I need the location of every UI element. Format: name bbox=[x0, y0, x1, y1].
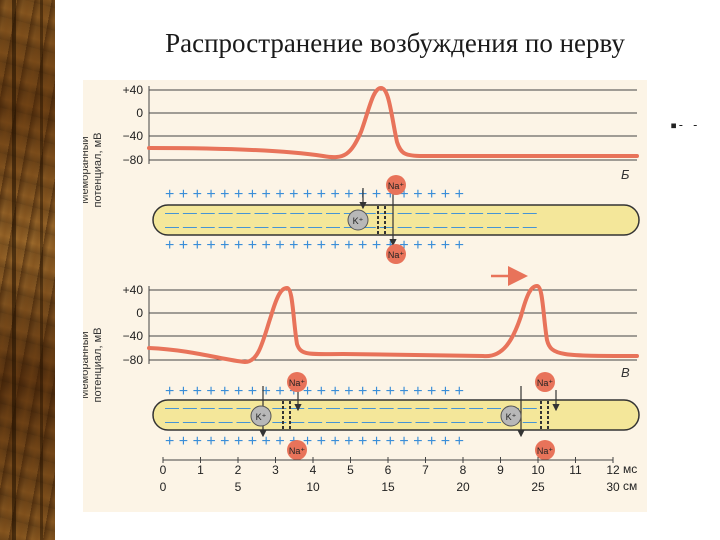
time-tick-label: 11 bbox=[569, 463, 582, 477]
distance-unit: см bbox=[623, 479, 637, 493]
time-tick-label: 5 bbox=[347, 463, 354, 477]
action-potential-trace bbox=[147, 85, 639, 160]
time-tick-label: 4 bbox=[310, 463, 317, 477]
plus-charges: + + + + + + + + + + + + + + + + + + + + … bbox=[165, 237, 464, 254]
k-label: K⁺ bbox=[506, 412, 517, 422]
bottom-axis: 0 1 2 3 4 5 6 7 8 9 10 11 12 0 5 10 15 20 25 30 мс см bbox=[160, 457, 637, 494]
wood-border bbox=[0, 0, 55, 540]
na-label: Na⁺ bbox=[388, 250, 405, 260]
distance-tick-label: 0 bbox=[160, 480, 167, 494]
y-tick-label: −80 bbox=[123, 353, 144, 367]
y-tick-label: +40 bbox=[123, 283, 144, 297]
slide-title: Распространение возбуждения по нерву bbox=[165, 28, 625, 58]
wood-grain bbox=[40, 0, 43, 540]
na-ion bbox=[535, 440, 555, 460]
time-ticks: 0 1 2 3 4 5 6 7 8 9 10 11 12 bbox=[160, 457, 620, 477]
plus-charges: + + + + + + + + + + + + + + + + + + + + … bbox=[165, 186, 464, 203]
wood-grain bbox=[12, 0, 16, 540]
time-tick-label: 3 bbox=[272, 463, 279, 477]
time-tick-label: 7 bbox=[422, 463, 429, 477]
corner-mark: ▪- - bbox=[670, 118, 699, 132]
distance-tick-label: 15 bbox=[381, 480, 395, 494]
panel-letter: В bbox=[621, 365, 630, 380]
time-tick-label: 2 bbox=[235, 463, 242, 477]
nerve-diagram: Мембранный потенциал, мВ +40 0 −40 −80 Б… bbox=[83, 80, 647, 512]
distance-tick-label: 30 bbox=[606, 480, 620, 494]
y-tick-label: −80 bbox=[123, 153, 144, 167]
plus-charges: + + + + + + + + + + + + + + + + + + + + … bbox=[165, 433, 464, 450]
time-tick-label: 10 bbox=[531, 463, 545, 477]
k-label: K⁺ bbox=[256, 412, 267, 422]
distance-tick-label: 20 bbox=[456, 480, 470, 494]
y-tick-label: −40 bbox=[123, 129, 144, 143]
y-axis-label: Мембранный bbox=[83, 331, 91, 399]
y-tick-label: +40 bbox=[123, 83, 144, 97]
panel-letter: Б bbox=[621, 167, 630, 182]
time-tick-label: 8 bbox=[460, 463, 467, 477]
distance-tick-label: 5 bbox=[235, 480, 242, 494]
y-tick-label: −40 bbox=[123, 329, 144, 343]
y-tick-label: 0 bbox=[136, 106, 143, 120]
na-label: Na⁺ bbox=[289, 378, 306, 388]
distance-tick-label: 25 bbox=[531, 480, 545, 494]
na-label: Na⁺ bbox=[537, 378, 554, 388]
distance-tick-label: 10 bbox=[306, 480, 320, 494]
time-tick-label: 9 bbox=[497, 463, 504, 477]
na-label: Na⁺ bbox=[537, 446, 554, 456]
time-tick-label: 1 bbox=[197, 463, 204, 477]
time-unit: мс bbox=[623, 462, 637, 476]
k-ion bbox=[500, 405, 522, 427]
distance-ticks: 0 5 10 15 20 25 30 bbox=[160, 480, 620, 494]
y-axis-label: потенциал, мВ bbox=[92, 328, 104, 403]
minus-charges: — — — — — — — — — — — — — — — — — — — — … bbox=[165, 204, 537, 220]
y-tick-label: 0 bbox=[136, 306, 143, 320]
na-ion bbox=[287, 440, 307, 460]
graph-b: Мембранный потенциал, мВ +40 0 −40 −80 Б bbox=[83, 83, 639, 208]
axon-b: + + + + + + + + + + + + + + + + + + + + … bbox=[152, 175, 640, 264]
time-tick-label: 12 bbox=[606, 463, 620, 477]
time-tick-label: 6 bbox=[385, 463, 392, 477]
na-label: Na⁺ bbox=[289, 446, 306, 456]
y-axis-label: Мембранный bbox=[83, 136, 91, 204]
k-ion bbox=[250, 405, 272, 427]
axon-body bbox=[152, 204, 640, 236]
action-potential-trace bbox=[147, 283, 639, 365]
diagram-svg: Мембранный потенциал, мВ +40 0 −40 −80 Б… bbox=[83, 83, 640, 494]
na-ion bbox=[535, 372, 555, 392]
k-label: K⁺ bbox=[353, 216, 364, 226]
na-ion bbox=[386, 244, 406, 264]
y-axis-label: потенциал, мВ bbox=[92, 133, 104, 208]
plus-charges: + + + + + + + + + + + + + + + + + + + + … bbox=[165, 383, 464, 400]
axon-v: + + + + + + + + + + + + + + + + + + + + … bbox=[152, 372, 640, 460]
graph-v: Мембранный потенциал, мВ +40 0 −40 −80 В bbox=[83, 266, 639, 403]
na-label: Na⁺ bbox=[388, 181, 405, 191]
time-tick-label: 0 bbox=[160, 463, 167, 477]
k-ion bbox=[347, 209, 369, 231]
na-ion bbox=[287, 372, 307, 392]
na-ion bbox=[386, 175, 406, 195]
minus-charges: — — — — — — — — — — — — — — — — — — — — … bbox=[165, 413, 537, 429]
